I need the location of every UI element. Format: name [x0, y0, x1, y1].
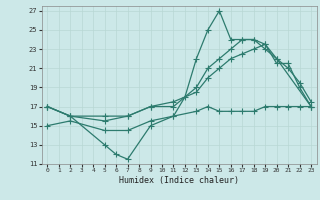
X-axis label: Humidex (Indice chaleur): Humidex (Indice chaleur): [119, 176, 239, 185]
